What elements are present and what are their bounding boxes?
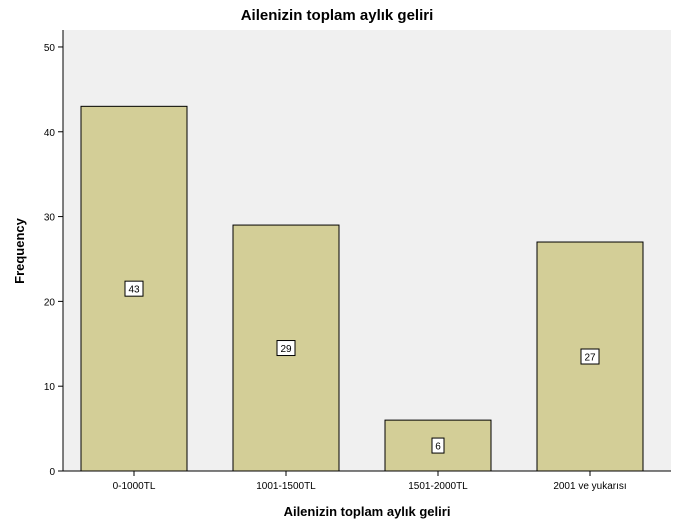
y-tick-label: 20	[44, 297, 56, 308]
x-axis-label: Ailenizin toplam aylık geliri	[284, 504, 451, 519]
y-tick-label: 10	[44, 382, 56, 393]
data-label-box	[124, 280, 144, 297]
y-tick-label: 50	[44, 43, 56, 54]
x-ticks: 0-1000TL 1001-1500TL 1501-2000TL 2001 ve yu…	[113, 471, 627, 492]
y-ticks: 0 10 20 30 40 50	[44, 43, 63, 478]
data-label: 29	[280, 344, 292, 355]
data-label: 43	[128, 285, 140, 296]
y-tick-label: 40	[44, 128, 56, 139]
x-tick-label: 1501-2000TL	[408, 481, 468, 492]
x-tick-label: 1001-1500TL	[256, 481, 316, 492]
y-axis-label: Frequency	[12, 217, 27, 284]
y-tick-label: 30	[44, 213, 56, 224]
data-label-box	[431, 437, 445, 454]
data-label: 27	[584, 353, 596, 364]
y-tick-label: 0	[49, 467, 55, 478]
data-label-box	[580, 348, 600, 365]
chart-title: Ailenizin toplam aylık geliri	[241, 7, 434, 24]
data-label: 6	[435, 442, 441, 453]
x-tick-label: 2001 ve yukarısı	[553, 481, 626, 492]
data-label-box	[276, 340, 296, 357]
x-tick-label: 0-1000TL	[113, 481, 156, 492]
